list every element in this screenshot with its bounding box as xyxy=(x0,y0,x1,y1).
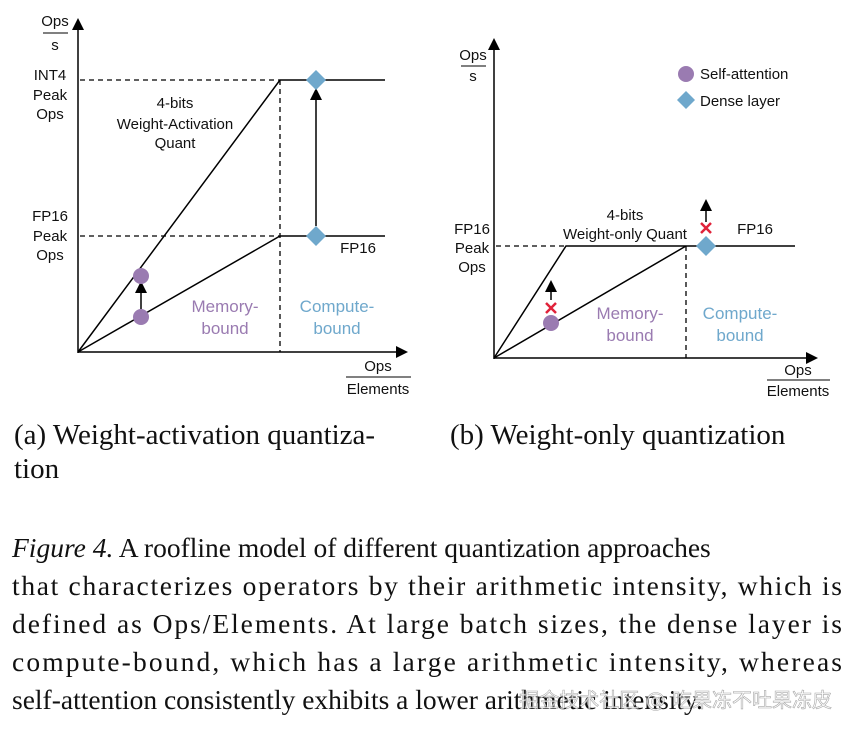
panel-b: Ops s Self-attention Dense layer FP16 Pe… xyxy=(454,38,830,400)
blocked-mark xyxy=(700,222,712,234)
memory-bound: Memory- xyxy=(191,297,258,316)
quant-label: Weight-Activation xyxy=(117,116,233,133)
roof xyxy=(493,245,795,359)
caption-text: A roofline model of different quantizati… xyxy=(119,532,711,563)
subcaption: tion xyxy=(14,453,60,485)
self-attention-dot xyxy=(543,315,559,331)
panel-a: Ops s INT4 Peak Ops FP16 Peak Ops 4-bits… xyxy=(32,13,411,398)
legend-label: Self-attention xyxy=(700,66,788,83)
caption-line: defined as Ops/Elements. At large batch … xyxy=(12,608,842,639)
quant-label: Quant xyxy=(155,135,197,152)
subcaption: (a) Weight-activation quantiza- xyxy=(14,419,375,451)
dense-diamond xyxy=(696,236,716,256)
memory-line xyxy=(493,245,687,359)
fp16-line-label: FP16 xyxy=(737,221,773,238)
int4-label: Peak xyxy=(33,87,68,104)
legend-dot xyxy=(678,66,694,82)
fp16-label: FP16 xyxy=(454,221,490,238)
dense-diamond xyxy=(306,70,326,90)
fp16-label: Peak xyxy=(455,240,490,257)
fp16-label: Ops xyxy=(36,247,64,264)
fp16-label: FP16 xyxy=(32,208,68,225)
self-attention-dot xyxy=(133,268,149,284)
caption-line: compute-bound, which has a large arithme… xyxy=(12,646,842,677)
x-label: Elements xyxy=(347,381,410,398)
caption-label: Figure 4. xyxy=(11,532,113,563)
compute-bound: bound xyxy=(313,319,360,338)
quant-label: 4-bits xyxy=(607,207,644,224)
compute-bound: Compute- xyxy=(300,297,375,316)
memory-bound: bound xyxy=(201,319,248,338)
y-label: Ops xyxy=(459,47,487,64)
fp16-label: Peak xyxy=(33,228,68,245)
int4-label: Ops xyxy=(36,106,64,123)
caption-line: that characterizes operators by their ar… xyxy=(12,570,842,601)
compute-bound: Compute- xyxy=(703,304,778,323)
y-label: s xyxy=(469,68,477,85)
dense-diamond xyxy=(306,226,326,246)
fp16-line-label: FP16 xyxy=(340,240,376,257)
int4-roof xyxy=(77,79,385,353)
y-label: s xyxy=(51,37,59,54)
memory-bound: bound xyxy=(606,326,653,345)
legend-diamond xyxy=(677,91,695,109)
caption-line: self-attention consistently exhibits a l… xyxy=(12,684,703,715)
x-label: Ops xyxy=(364,358,392,375)
legend-label: Dense layer xyxy=(700,93,780,110)
compute-bound: bound xyxy=(716,326,763,345)
memory-bound: Memory- xyxy=(596,304,663,323)
y-label: Ops xyxy=(41,13,69,30)
x-label: Ops xyxy=(784,362,812,379)
blocked-mark xyxy=(545,302,557,314)
int4-label: INT4 xyxy=(34,67,67,84)
caption-line: Figure 4. A roofline model of different … xyxy=(11,532,711,563)
subcaption: (b) Weight-only quantization xyxy=(450,419,786,451)
quant-label: 4-bits xyxy=(157,95,194,112)
self-attention-dot xyxy=(133,309,149,325)
watermark: 掘金技术社区 @ 吃果冻不吐果冻皮 xyxy=(519,688,832,712)
fp16-label: Ops xyxy=(458,259,486,276)
x-label: Elements xyxy=(767,383,830,400)
quant-label: Weight-only Quant xyxy=(563,226,688,243)
